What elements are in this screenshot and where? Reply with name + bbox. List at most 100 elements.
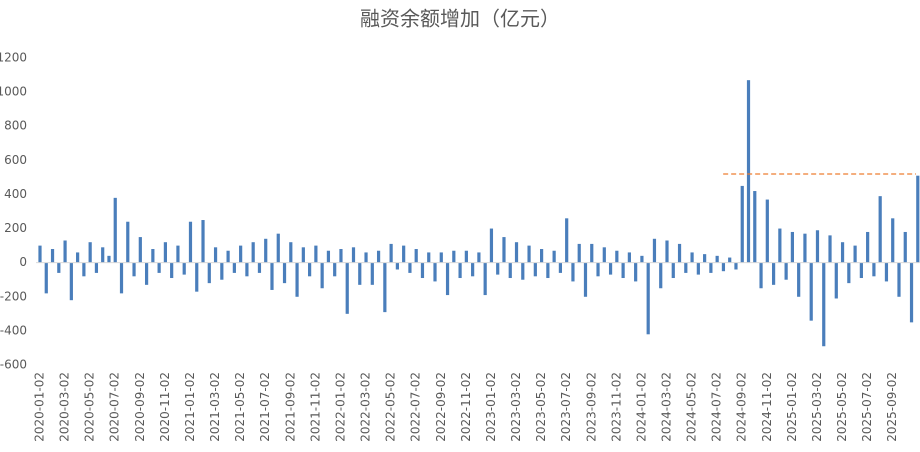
bar [370,262,374,285]
bar [577,243,581,263]
bar [765,199,769,263]
x-tick-label: 2021-09-02 [283,372,297,442]
bar [226,250,230,263]
bar [916,175,920,263]
y-tick-label: 1000 [0,85,27,99]
bar [270,262,274,290]
bar [552,250,556,263]
x-tick-label: 2021-03-02 [208,372,222,442]
bar [427,252,431,263]
bar [659,262,663,289]
x-tick-label: 2023-03-02 [509,372,523,442]
bar [840,242,845,263]
bar [790,231,794,263]
bar [201,220,205,263]
x-tick-label: 2022-09-02 [434,372,448,442]
x-tick-label: 2024-07-02 [710,372,724,442]
bar [63,240,67,263]
bar [245,262,249,277]
bar [721,262,726,272]
bar [565,218,569,263]
x-tick-label: 2024-09-02 [735,372,749,442]
bar [583,262,588,297]
bar [521,262,525,280]
bar [834,262,838,299]
bar [282,262,287,284]
bar [778,228,782,263]
bar [439,252,443,263]
bar [546,262,550,279]
x-tick-label: 2024-05-02 [685,372,699,442]
bar [119,262,124,294]
bar [57,262,61,273]
y-tick-label: -600 [0,358,27,372]
bar [853,245,857,263]
bar [433,262,437,282]
bar [38,245,42,263]
y-tick-label: 600 [4,153,27,167]
bar [771,262,776,285]
bar [828,235,832,263]
bar [627,252,631,263]
y-tick-label: 1200 [0,51,27,65]
bar [652,238,657,263]
bar [677,243,682,263]
x-tick-label: 2025-03-02 [810,372,824,442]
bar [113,197,117,263]
bar [540,249,544,263]
x-tick-label: 2022-03-02 [359,372,373,442]
y-tick-label: 400 [4,187,27,201]
bar [897,262,901,297]
bar [496,262,500,275]
bar [847,262,851,284]
bar [314,245,318,263]
bar [746,80,751,263]
bar [94,262,99,273]
x-tick-label: 2025-09-02 [885,372,899,442]
x-tick-label: 2021-07-02 [258,372,272,442]
bar [408,262,412,273]
bar [533,262,537,277]
bar [333,262,337,277]
x-tick-label: 2020-07-02 [108,372,122,442]
bar [602,247,606,263]
bar [220,262,224,280]
bar [402,245,406,263]
bar [671,262,675,279]
x-tick-label: 2023-09-02 [584,372,598,442]
bar [389,243,393,263]
x-tick-label: 2023-01-02 [484,372,498,442]
bar [295,262,299,297]
x-tick-label: 2022-05-02 [384,372,398,442]
bar [596,262,600,277]
bar [665,240,669,263]
bar [690,252,694,263]
bar [471,262,475,277]
bar [891,218,895,263]
x-tick-label: 2023-07-02 [559,372,573,442]
bar [508,262,512,279]
x-tick-label: 2024-03-02 [660,372,674,442]
y-tick-label: 200 [4,221,27,235]
bar [458,262,462,279]
bar [144,262,149,285]
x-tick-label: 2022-11-02 [459,372,473,442]
bar [276,233,280,263]
bar [909,262,914,323]
bar [797,262,801,297]
x-tick-label: 2021-11-02 [308,372,322,442]
bar [414,249,418,263]
bar [326,250,331,263]
bar [44,262,48,294]
bar [101,247,105,263]
bar [815,230,820,263]
bar [514,242,519,263]
y-tick-label: 800 [4,119,27,133]
x-tick-label: 2025-07-02 [860,372,874,442]
bar [753,191,757,263]
bar [50,249,55,263]
x-tick-label: 2020-03-02 [58,372,72,442]
bar [308,262,312,277]
bar [646,262,650,335]
